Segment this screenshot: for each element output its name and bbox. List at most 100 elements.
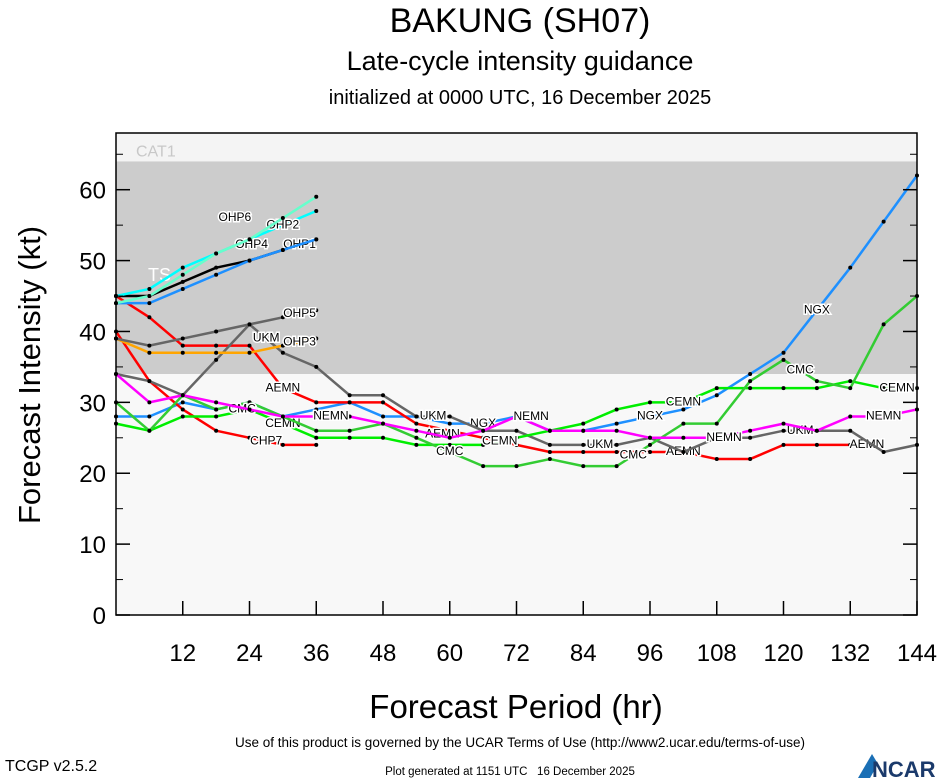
data-point (247, 343, 252, 348)
data-point (214, 343, 219, 348)
data-point (347, 435, 352, 440)
data-point (314, 414, 319, 419)
series-segment (181, 358, 218, 397)
series-segment (248, 217, 284, 241)
data-point (848, 428, 853, 433)
data-point (180, 407, 185, 412)
data-point (314, 435, 319, 440)
series-segment (282, 351, 317, 369)
data-point (280, 247, 285, 252)
data-point (180, 265, 185, 270)
data-point (881, 449, 886, 454)
series-segment (249, 344, 284, 354)
data-point (481, 464, 486, 469)
series-segment (749, 422, 784, 432)
series-ohp4: OHP4 (114, 235, 319, 306)
y-tick-label: 10 (79, 532, 106, 559)
series-segment (482, 436, 517, 447)
data-point (614, 464, 619, 469)
data-point (314, 194, 319, 199)
data-point (714, 457, 719, 462)
series-segment (449, 429, 484, 440)
data-point (214, 400, 219, 405)
data-point (280, 315, 285, 320)
series-ohp6: OHP6 (114, 194, 319, 306)
y-tick-label: 50 (79, 249, 106, 276)
series-segment (416, 422, 451, 432)
series-segment (282, 387, 317, 404)
series-label: UKM (420, 409, 447, 423)
data-point (214, 357, 219, 362)
data-point (648, 435, 652, 440)
data-point (848, 379, 853, 384)
y-tick-label: 40 (79, 319, 106, 346)
data-point (781, 350, 786, 355)
data-point (280, 386, 285, 391)
data-point (547, 428, 552, 433)
data-point (214, 251, 219, 256)
series-label: CMC (787, 363, 815, 377)
series-segment (149, 394, 184, 404)
series-segment (382, 401, 418, 425)
data-point (447, 421, 452, 426)
series-segment (849, 379, 884, 390)
x-tick-label: 24 (236, 640, 263, 667)
series-segment (816, 379, 851, 390)
series-segment (649, 408, 684, 418)
series-segment (849, 220, 885, 269)
series-label: CEMN (879, 380, 914, 394)
data-point (247, 237, 252, 242)
series-label: CMC (620, 448, 648, 462)
data-point (514, 428, 519, 433)
series-nemn: NEMN NEMN NEMN NEMN (114, 372, 919, 445)
data-point (414, 428, 419, 433)
series-segment (816, 415, 851, 432)
series-segment (782, 358, 818, 383)
series-label: OHP3 (283, 334, 316, 348)
data-point (214, 407, 219, 412)
data-point (180, 343, 185, 348)
x-tick-label: 96 (637, 640, 664, 667)
series-segment (783, 422, 818, 432)
series-segment (349, 422, 384, 432)
series-segment (849, 323, 885, 389)
x-tick-label: 60 (436, 640, 463, 667)
data-point (481, 435, 486, 440)
series-segment (815, 266, 852, 311)
series-label: NGX (637, 409, 663, 423)
series-segment (148, 379, 184, 397)
data-point (714, 421, 719, 426)
series-segment (416, 429, 451, 440)
series-segment (382, 422, 417, 432)
series-segment (749, 351, 785, 376)
band-cat1 (116, 133, 917, 162)
data-point (214, 265, 219, 270)
data-point (447, 449, 452, 454)
data-point (381, 393, 385, 398)
series-segment (115, 287, 150, 298)
data-point (614, 421, 619, 426)
series-segment (716, 429, 751, 440)
data-point (848, 386, 853, 391)
data-point (581, 449, 586, 454)
series-segment (782, 309, 818, 354)
series-label: CMC (436, 444, 464, 458)
series-segment (282, 195, 317, 220)
x-tick-label: 72 (503, 640, 530, 667)
data-point (681, 421, 686, 426)
data-point (214, 329, 219, 334)
data-point (581, 421, 586, 426)
data-point (180, 336, 185, 341)
series-segment (148, 287, 184, 305)
series-segment (516, 415, 551, 432)
data-point (247, 435, 252, 440)
data-point (648, 414, 652, 419)
series-segment (616, 415, 651, 425)
series-label: CEMN (666, 395, 701, 409)
series-label: NGX (804, 302, 830, 316)
data-point (180, 272, 185, 277)
generated-time: Plot generated at 1151 UTC 16 December 2… (385, 766, 635, 778)
data-point (481, 421, 486, 426)
data-point (781, 421, 786, 426)
y-tick-label: 0 (93, 603, 106, 630)
